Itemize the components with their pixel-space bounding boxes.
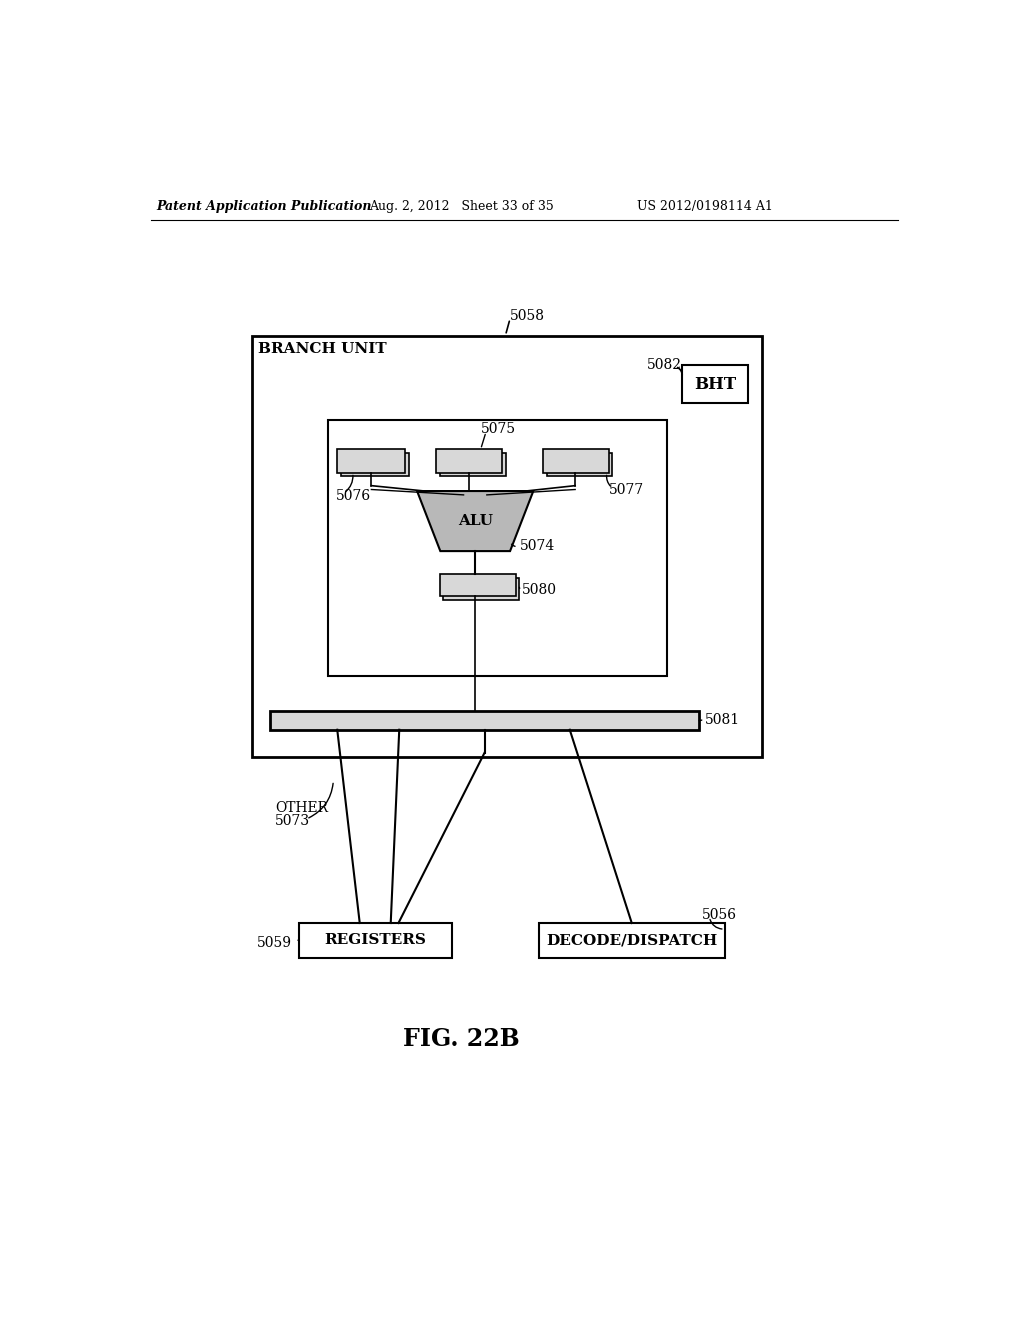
Text: BHT: BHT <box>694 375 736 392</box>
Bar <box>328 420 667 676</box>
Text: Aug. 2, 2012   Sheet 33 of 35: Aug. 2, 2012 Sheet 33 of 35 <box>369 199 554 213</box>
Text: 5058: 5058 <box>510 309 545 323</box>
Bar <box>547 453 612 477</box>
Text: 5073: 5073 <box>275 813 310 828</box>
Bar <box>252 335 762 758</box>
Text: 5077: 5077 <box>608 483 644 496</box>
Bar <box>337 450 406 473</box>
Text: REGISTERS: REGISTERS <box>325 933 426 948</box>
Text: Patent Application Publication: Patent Application Publication <box>156 199 372 213</box>
Text: 5081: 5081 <box>706 714 740 727</box>
Bar <box>440 453 506 477</box>
Text: 5075: 5075 <box>480 422 516 437</box>
Text: 5059: 5059 <box>257 936 292 949</box>
Bar <box>299 923 452 958</box>
Bar <box>543 450 608 473</box>
Text: 5076: 5076 <box>336 488 371 503</box>
Text: 5080: 5080 <box>521 582 557 597</box>
Text: US 2012/0198114 A1: US 2012/0198114 A1 <box>637 199 773 213</box>
Bar <box>341 453 410 477</box>
Text: OTHER: OTHER <box>275 801 329 816</box>
Bar <box>539 923 725 958</box>
Bar <box>436 450 503 473</box>
Bar <box>439 574 515 595</box>
Polygon shape <box>417 491 534 552</box>
Text: DECODE/DISPATCH: DECODE/DISPATCH <box>546 933 718 948</box>
Text: BRANCH UNIT: BRANCH UNIT <box>258 342 387 355</box>
Text: 5082: 5082 <box>647 358 682 372</box>
Text: FIG. 22B: FIG. 22B <box>402 1027 519 1051</box>
Bar <box>270 711 699 730</box>
Bar <box>682 364 748 404</box>
Text: 5056: 5056 <box>701 908 736 923</box>
Bar <box>443 578 519 599</box>
Text: 5074: 5074 <box>520 539 555 553</box>
Text: ALU: ALU <box>458 513 493 528</box>
